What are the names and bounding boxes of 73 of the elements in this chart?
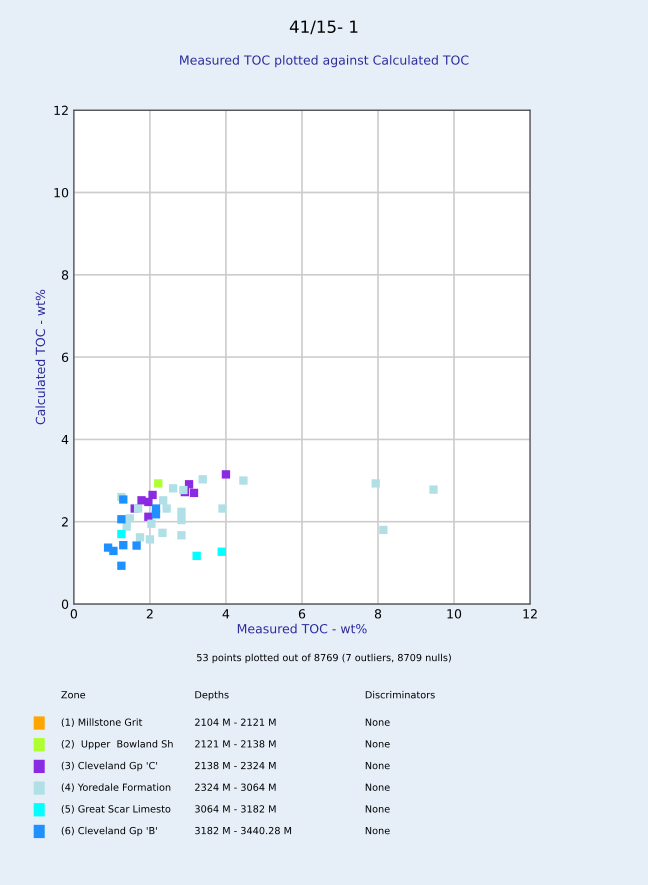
- point: [168, 484, 178, 493]
- text: Depths: [195, 690, 229, 700]
- y-tick-label: 4: [62, 435, 68, 444]
- text: 2324 M - 3064 M: [195, 784, 276, 791]
- point: [122, 522, 131, 531]
- point: [147, 520, 156, 528]
- x-tick-label: 8: [374, 609, 382, 619]
- point: [379, 526, 388, 534]
- text: None: [366, 805, 390, 813]
- point: [190, 488, 198, 498]
- legend-label: (4) Yoredale Formation: [62, 783, 170, 792]
- chart-subtitle: Measured TOC plotted against Calculated TOC: [180, 55, 468, 68]
- y-tick-label: 2: [62, 517, 68, 526]
- point: [218, 548, 226, 556]
- legend-label: (5) Great Scar Limesto: [62, 805, 170, 814]
- x-tick-label: 2: [146, 609, 153, 618]
- y-tick-label: 10: [54, 188, 68, 198]
- point: [239, 476, 248, 485]
- point: [162, 504, 171, 513]
- point: [198, 475, 207, 484]
- point: [152, 510, 160, 518]
- x-tick-label: 6: [298, 609, 306, 619]
- text: None: [366, 762, 390, 770]
- x-tick-label: 0: [70, 609, 78, 619]
- point: [177, 516, 186, 524]
- x-axis-title: Measured TOC - wt%: [238, 624, 367, 634]
- text: None: [366, 784, 390, 791]
- point: [109, 546, 118, 556]
- point: [429, 485, 438, 494]
- x-tick-label: 10: [447, 609, 462, 619]
- point: [146, 535, 154, 544]
- text: 2138 M - 2324 M: [195, 762, 276, 770]
- point: [132, 541, 141, 550]
- text: None: [366, 718, 390, 726]
- point: [119, 540, 128, 550]
- point: [134, 504, 142, 513]
- legend-label: (2) Upper Bowland Sh: [62, 740, 173, 750]
- text: None: [366, 827, 390, 834]
- point: [119, 495, 128, 504]
- text: 53 points plotted out of 8769 (7 outliers, 8709 nulls): [197, 654, 451, 664]
- point: [372, 479, 380, 488]
- point: [192, 552, 201, 560]
- point: [218, 504, 227, 513]
- point: [117, 562, 126, 570]
- point: [136, 533, 144, 542]
- x-tick-label: 12: [523, 609, 537, 618]
- point: [177, 508, 186, 516]
- text: Zone: [61, 691, 86, 698]
- text: 2104 M - 2121 M: [195, 718, 276, 726]
- legend-label: (3) Cleveland Gp 'C': [62, 762, 158, 772]
- x-tick-label: 4: [222, 609, 230, 618]
- text: None: [366, 740, 390, 748]
- text: 2121 M - 2138 M: [195, 740, 276, 748]
- legend-label: (6) Cleveland Gp 'B': [62, 826, 157, 836]
- text: 3064 M - 3182 M: [195, 805, 276, 813]
- point: [222, 470, 230, 479]
- chart-title: 41/15- 1: [290, 20, 358, 34]
- y-tick-label: 8: [62, 270, 68, 280]
- y-tick-label: 6: [62, 352, 68, 362]
- y-tick-label: 12: [54, 106, 68, 115]
- text: 3182 M - 3440.28 M: [195, 826, 292, 834]
- point: [177, 531, 186, 540]
- point: [117, 530, 126, 538]
- legend-label: (1) Millstone Grit: [62, 718, 142, 728]
- point: [159, 496, 168, 504]
- point: [117, 515, 126, 524]
- point: [144, 498, 153, 506]
- point: [126, 514, 134, 523]
- point: [154, 479, 162, 488]
- y-tick-label: 0: [62, 599, 68, 609]
- text: Discriminators: [366, 690, 435, 698]
- y-axis-title: Calculated TOC - wt%: [35, 290, 46, 424]
- point: [158, 528, 167, 537]
